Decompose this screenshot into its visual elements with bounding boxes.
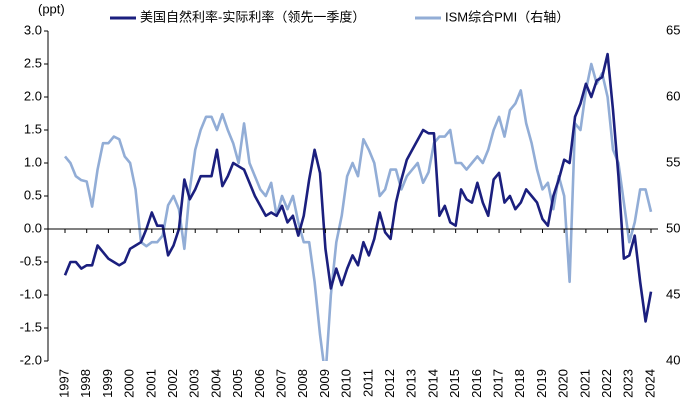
x-tick-label: 2016 xyxy=(469,369,484,398)
x-tick-label: 2000 xyxy=(122,369,137,398)
x-tick-label: 1998 xyxy=(78,369,93,398)
x-tick-label: 2008 xyxy=(295,369,310,398)
x-tick-label: 2011 xyxy=(360,369,375,397)
x-tick-label: 2001 xyxy=(143,369,158,398)
x-tick-label: 2018 xyxy=(512,369,527,398)
y-tick-label: 0.0 xyxy=(24,220,42,235)
x-tick-label: 2014 xyxy=(425,369,440,398)
x-tick-label: 2007 xyxy=(273,369,288,398)
x-tick-label: 2012 xyxy=(382,369,397,398)
y-tick-label: -0.5 xyxy=(20,253,42,268)
x-tick-label: 2013 xyxy=(404,369,419,398)
x-tick-label: 2023 xyxy=(621,369,636,398)
y-tick-label: 1.0 xyxy=(24,154,42,169)
x-tick-label: 2024 xyxy=(642,369,657,398)
x-tick-label: 2002 xyxy=(165,369,180,398)
y-tick-label: 3.0 xyxy=(24,22,42,37)
y2-tick-label: 65 xyxy=(666,22,680,37)
y2-tick-label: 40 xyxy=(666,352,680,367)
y-tick-label: -1.5 xyxy=(20,319,42,334)
series-line xyxy=(63,52,653,323)
x-tick-label: 2019 xyxy=(534,369,549,398)
series-line xyxy=(63,62,653,361)
y-tick-label: 1.5 xyxy=(24,121,42,136)
y-axis-label: (ppt) xyxy=(38,1,65,16)
y-tick-label: -1.0 xyxy=(20,286,42,301)
x-tick-label: 1999 xyxy=(100,369,115,398)
x-tick-label: 2020 xyxy=(556,369,571,398)
y-tick-label: 2.0 xyxy=(24,88,42,103)
y-tick-label: -2.0 xyxy=(20,352,42,367)
legend-label: 美国自然利率-实际利率（领先一季度） xyxy=(140,9,365,24)
y-tick-label: 0.5 xyxy=(24,187,42,202)
x-tick-label: 1997 xyxy=(56,369,71,398)
x-tick-label: 2006 xyxy=(252,369,267,398)
x-tick-label: 2010 xyxy=(339,369,354,398)
x-tick-label: 2015 xyxy=(447,369,462,398)
x-tick-label: 2005 xyxy=(230,369,245,398)
y2-tick-label: 45 xyxy=(666,286,680,301)
x-tick-label: 2004 xyxy=(208,369,223,398)
y2-tick-label: 50 xyxy=(666,220,680,235)
y2-tick-label: 60 xyxy=(666,88,680,103)
x-tick-label: 2022 xyxy=(599,369,614,398)
y2-tick-label: 55 xyxy=(666,154,680,169)
x-tick-label: 2017 xyxy=(491,369,506,398)
x-tick-label: 2021 xyxy=(577,369,592,398)
legend-label: ISM综合PMI（右轴） xyxy=(445,9,569,24)
y-tick-label: 2.5 xyxy=(24,55,42,70)
x-tick-label: 2009 xyxy=(317,369,332,398)
x-tick-label: 2003 xyxy=(187,369,202,398)
